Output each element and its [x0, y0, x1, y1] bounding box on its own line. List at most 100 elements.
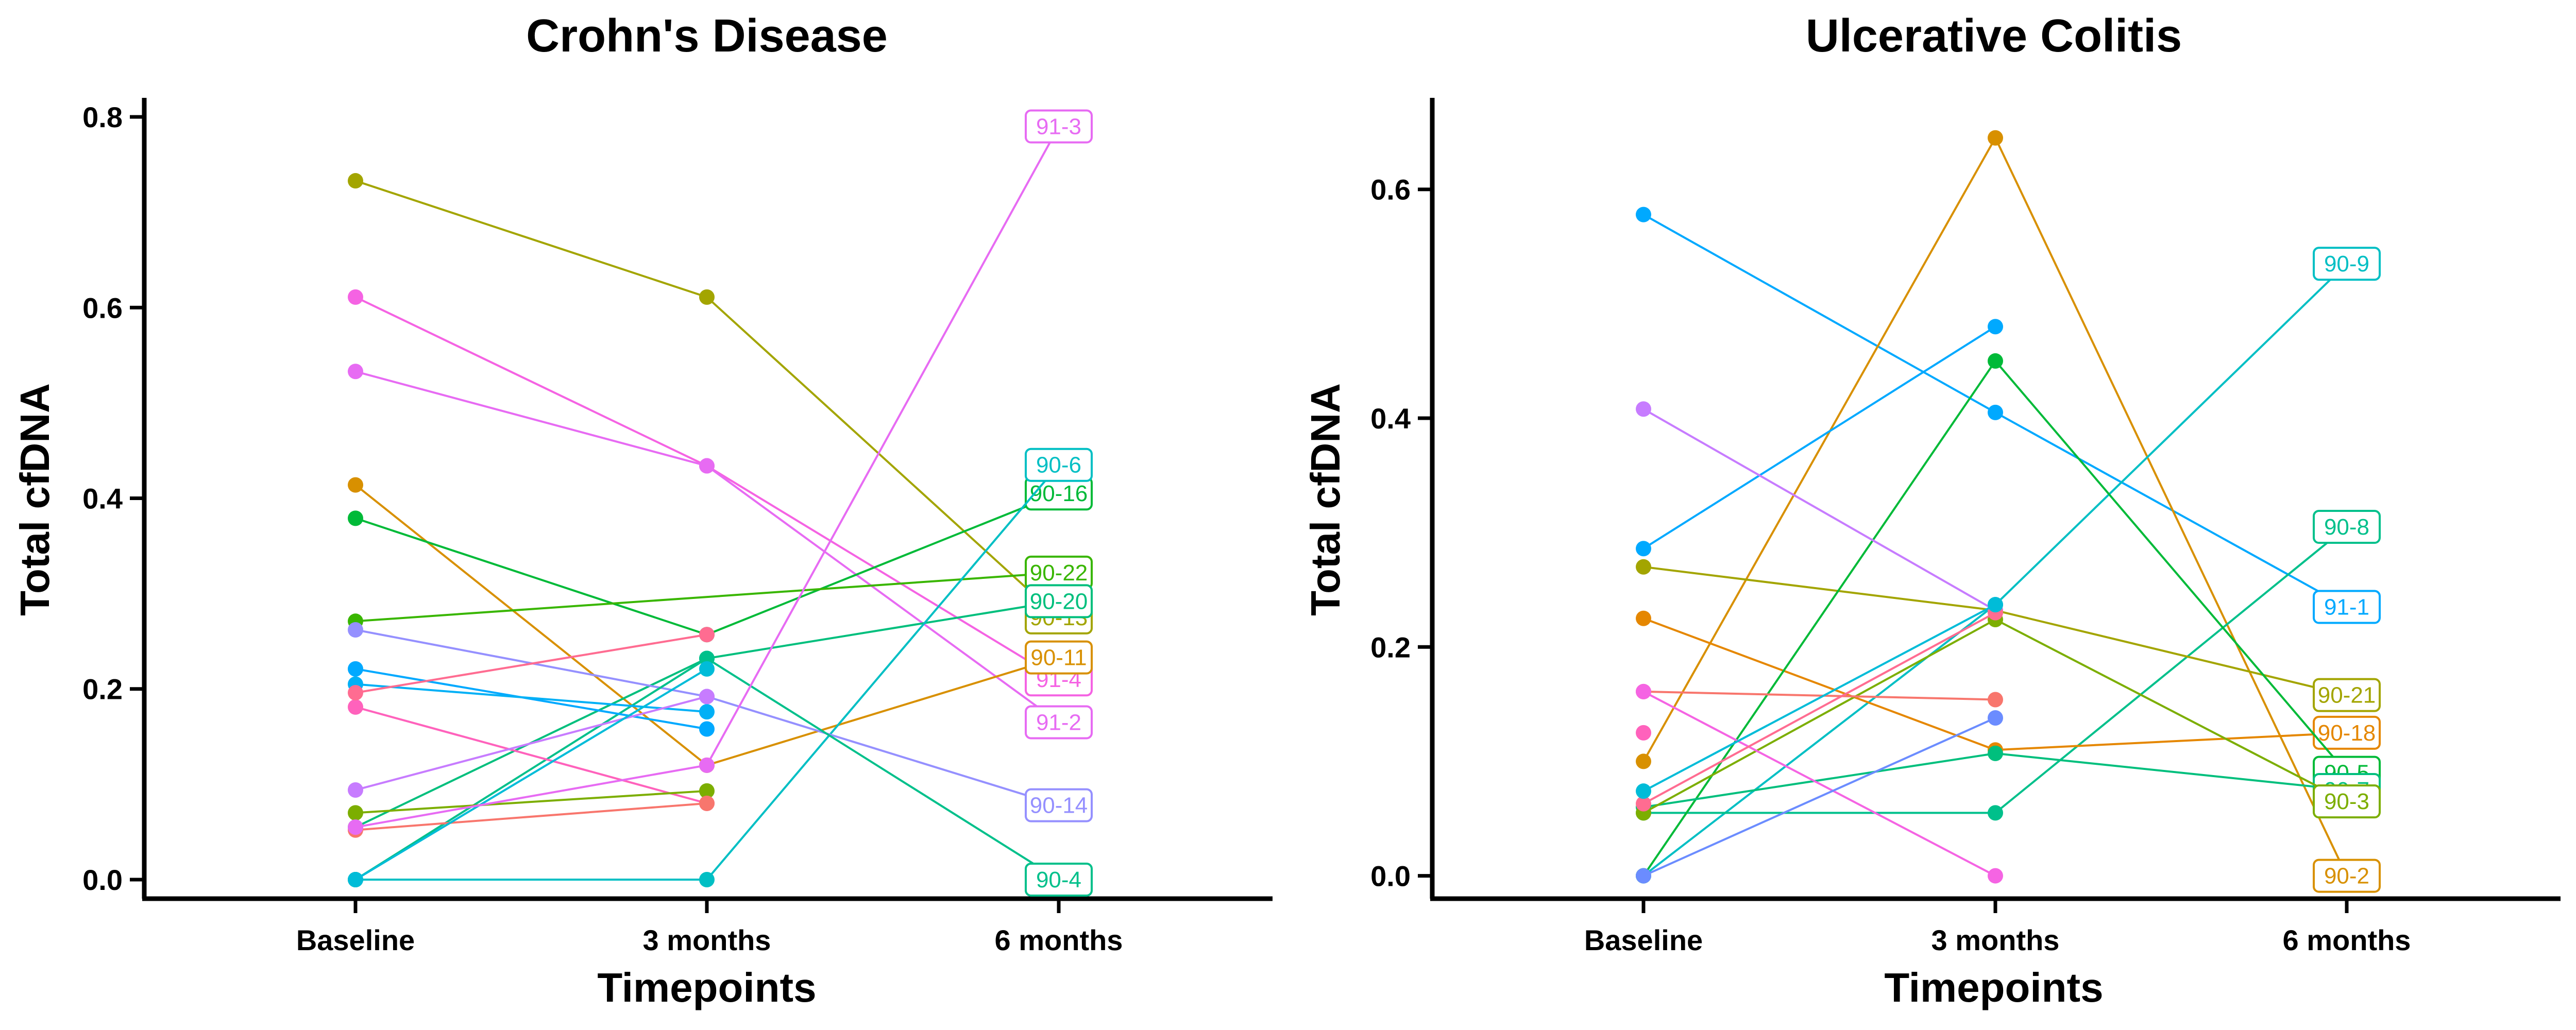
ulcerative-colitis-panel: Ulcerative Colitis Total cfDNA Timepoint… — [1302, 10, 2561, 1010]
data-point — [348, 510, 363, 526]
x-axis-title: Timepoints — [597, 965, 816, 1010]
series-label-box — [1025, 705, 1093, 740]
series-line — [1643, 752, 2347, 809]
data-point — [699, 289, 715, 305]
series-line — [355, 706, 707, 804]
data-point — [1636, 683, 1651, 699]
series-label: 90-3 — [2324, 789, 2369, 814]
series-line — [1643, 690, 1996, 701]
series-label: 91-2 — [1036, 710, 1081, 735]
chart-title: Crohn's Disease — [526, 10, 888, 62]
data-point — [1636, 207, 1651, 222]
data-point — [348, 477, 363, 493]
data-point — [1988, 353, 2003, 369]
series-label-box — [2313, 784, 2381, 819]
y-tick-label: 0.6 — [1370, 174, 1411, 206]
y-tick-label: 0.2 — [1370, 631, 1411, 663]
series-line — [355, 633, 707, 694]
data-point — [348, 364, 363, 380]
data-point — [348, 289, 363, 305]
data-point — [1988, 805, 2003, 821]
series-label-box — [2313, 859, 2381, 893]
series-label: 90-9 — [2324, 251, 2369, 277]
y-tick-label: 0.8 — [82, 101, 123, 133]
y-tick-label: 0.6 — [82, 291, 123, 324]
series-line — [1643, 565, 2347, 696]
y-tick-label: 0.4 — [82, 483, 123, 515]
data-point — [699, 871, 715, 887]
series-label: 90-2 — [2324, 864, 2369, 889]
data-point — [1988, 319, 2003, 335]
x-tick-label: 3 months — [643, 924, 771, 956]
series-label-box — [1025, 109, 1093, 144]
x-axis-title: Timepoints — [1884, 965, 2103, 1010]
series-line — [355, 695, 707, 791]
series-line — [355, 571, 1059, 623]
data-point — [348, 782, 363, 798]
data-point — [1988, 692, 2003, 708]
data-point — [699, 704, 715, 720]
data-point — [1988, 868, 2003, 884]
series-line — [355, 683, 707, 713]
series-label: 90-4 — [1036, 867, 1081, 892]
series-line — [1643, 717, 1996, 877]
y-tick-label: 0.0 — [1370, 860, 1411, 892]
y-tick-label: 0.2 — [82, 673, 123, 706]
x-tick-label: 6 months — [2283, 924, 2411, 956]
y-tick-label: 0.0 — [82, 864, 123, 896]
crohns-disease-panel: Crohn's Disease Total cfDNA Timepoints 0… — [12, 10, 1273, 1010]
series-line — [355, 296, 1060, 680]
data-point — [348, 805, 363, 821]
series-line — [1642, 135, 2348, 877]
series-label-box — [1025, 640, 1093, 675]
data-point — [1988, 130, 2003, 146]
series-label: 90-20 — [1030, 589, 1088, 614]
data-point — [348, 661, 363, 677]
data-point — [699, 689, 715, 705]
series-line — [1643, 611, 1996, 805]
chart-title: Ulcerative Colitis — [1806, 10, 2182, 62]
data-point — [699, 721, 715, 737]
data-point — [699, 783, 715, 799]
series-label-box — [1025, 584, 1093, 619]
y-tick-label: 0.4 — [1370, 402, 1411, 435]
series-label: 90-14 — [1030, 793, 1088, 818]
series-label: 90-16 — [1030, 481, 1088, 506]
x-tick-label: Baseline — [296, 924, 415, 956]
data-point — [1636, 783, 1651, 799]
data-point — [1988, 710, 2003, 726]
data-point — [1636, 725, 1651, 741]
x-tick-label: 3 months — [1931, 924, 2060, 956]
data-point — [699, 627, 715, 643]
series-label-box — [2313, 678, 2381, 712]
series-label: 90-18 — [2318, 720, 2376, 746]
series-label-box — [2313, 510, 2381, 544]
data-point — [1636, 868, 1651, 884]
data-point — [699, 458, 715, 474]
series-label: 90-6 — [1036, 453, 1081, 478]
data-point — [1988, 597, 2003, 613]
data-point — [348, 871, 363, 887]
series-label-box — [1025, 788, 1093, 822]
data-point — [1636, 541, 1651, 557]
data-point — [1636, 796, 1651, 812]
y-axis-title: Total cfDNA — [1302, 383, 1348, 616]
series-label: 90-8 — [2324, 514, 2369, 540]
series-label-box — [1025, 448, 1093, 482]
series-line — [1643, 604, 1996, 792]
data-point — [1988, 745, 2003, 761]
data-point — [1636, 401, 1651, 417]
series-label: 90-11 — [1030, 645, 1087, 671]
series-label-box — [2313, 247, 2381, 281]
series-line — [1643, 408, 1996, 611]
series-line — [354, 668, 708, 881]
series-label-box — [1025, 862, 1093, 897]
data-point — [348, 622, 363, 638]
series-label: 91-1 — [2324, 595, 2369, 620]
data-point — [699, 795, 715, 811]
data-point — [1636, 610, 1651, 626]
data-point — [1636, 559, 1651, 575]
series-label: 91-3 — [1036, 114, 1081, 140]
data-point — [348, 685, 363, 701]
